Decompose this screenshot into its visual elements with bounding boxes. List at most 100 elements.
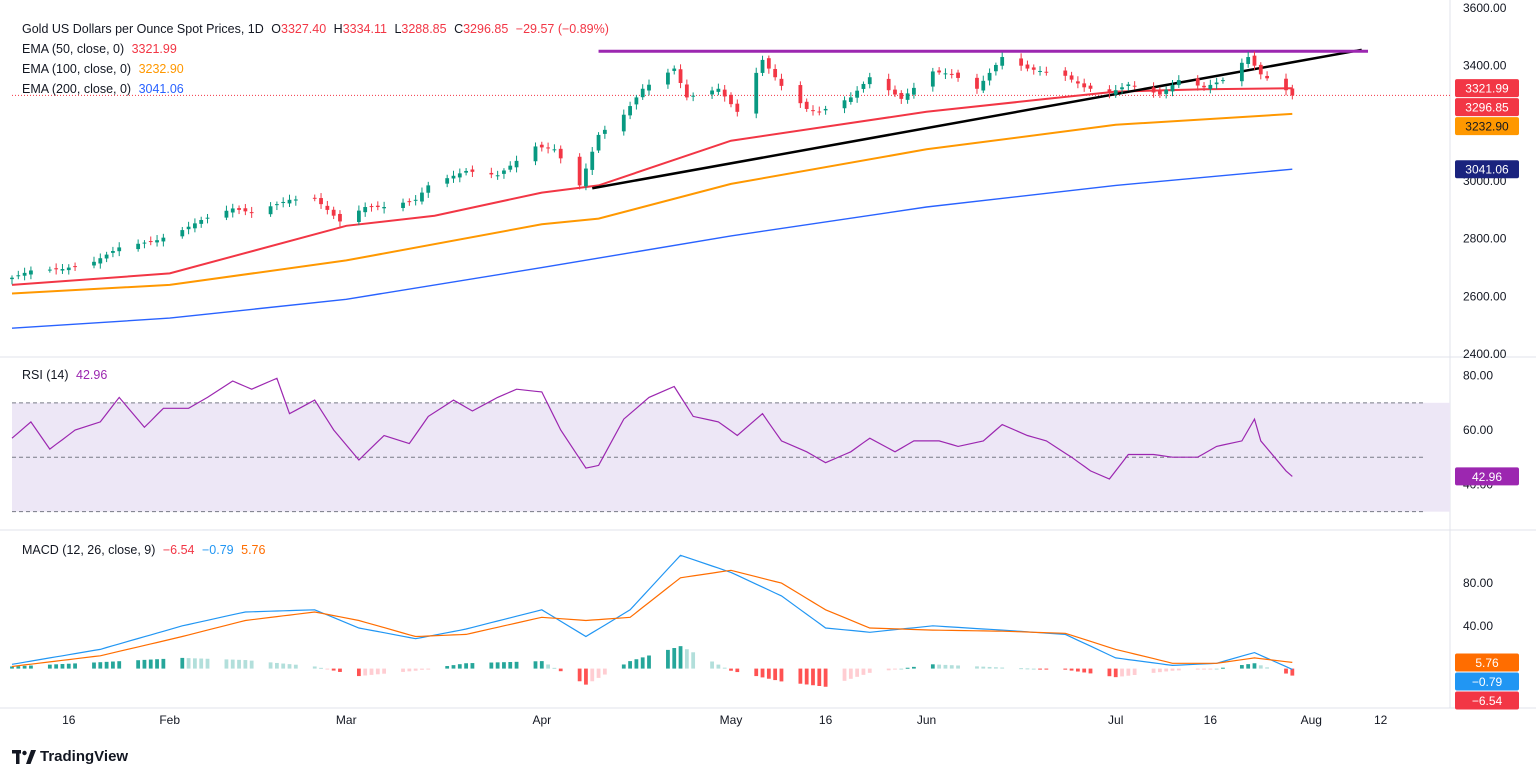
candle-body xyxy=(855,90,860,98)
macd-histogram-bar xyxy=(804,668,809,685)
candle-body xyxy=(981,80,986,91)
candle-body xyxy=(29,270,33,275)
axis-value-label-box xyxy=(1455,79,1519,98)
candle-body xyxy=(1063,70,1068,76)
macd-histogram-bar xyxy=(54,664,59,669)
macd-histogram-bar xyxy=(905,667,910,669)
macd-histogram-bar xyxy=(937,664,942,669)
macd-histogram-bar xyxy=(331,668,336,671)
axis-value-label-text: 3041.06 xyxy=(1465,163,1509,177)
candle-body xyxy=(1239,62,1244,82)
candle-body xyxy=(867,77,872,85)
macd-histogram-bar xyxy=(489,662,494,669)
rsi-axis-tick-label: 80.00 xyxy=(1463,369,1493,383)
macd-histogram-bar xyxy=(29,665,33,669)
macd-histogram-bar xyxy=(249,660,254,669)
macd-histogram-bar xyxy=(1214,668,1219,670)
candle-body xyxy=(602,129,607,134)
axis-value-label-box xyxy=(1455,467,1519,486)
macd-histogram-bar xyxy=(407,668,412,672)
ema-line xyxy=(11,168,1293,329)
macd-histogram-bar xyxy=(823,668,828,687)
macd-histogram-bar xyxy=(47,664,52,669)
candle-body xyxy=(445,178,450,184)
x-axis-tick-label: 16 xyxy=(1204,713,1218,727)
macd-line-value: −0.79 xyxy=(202,543,234,557)
candle-body xyxy=(111,251,115,253)
axis-value-label-text: −6.54 xyxy=(1472,694,1503,708)
price-axis-tick-label: 3400.00 xyxy=(1463,59,1507,73)
candle-body xyxy=(937,70,942,73)
macd-histogram-bar xyxy=(956,665,960,669)
axis-value-label-text: 42.96 xyxy=(1472,470,1502,484)
macd-histogram-bar xyxy=(552,667,557,669)
macd-histogram-bar xyxy=(1208,668,1213,670)
macd-histogram-bar xyxy=(293,664,298,669)
candle-body xyxy=(224,210,229,218)
macd-histogram-bar xyxy=(590,668,595,682)
candle-body xyxy=(886,78,891,91)
low-value: 3288.85 xyxy=(401,22,447,36)
candle-body xyxy=(180,230,185,237)
candle-body xyxy=(1208,84,1213,89)
macd-histogram-bar xyxy=(1290,668,1295,676)
candle-body xyxy=(956,72,960,78)
candle-body xyxy=(1176,80,1181,86)
macd-histogram-bar xyxy=(722,667,727,669)
macd-histogram-bar xyxy=(754,668,759,677)
candle-body xyxy=(502,170,506,174)
candle-body xyxy=(590,151,595,170)
macd-histogram-bar xyxy=(621,664,626,669)
candle-body xyxy=(760,59,765,73)
candle-body xyxy=(577,156,582,186)
macd-histogram-bar xyxy=(533,661,538,669)
candle-body xyxy=(356,210,361,222)
candle-body xyxy=(243,208,248,212)
candle-body xyxy=(514,160,519,168)
tradingview-brand[interactable]: TradingView xyxy=(12,748,128,765)
macd-value: −6.54 xyxy=(162,543,195,557)
macd-histogram-bar xyxy=(1031,668,1036,670)
macd-histogram-bar xyxy=(1284,668,1288,674)
macd-histogram-bar xyxy=(1258,665,1263,669)
macd-histogram-bar xyxy=(464,663,468,669)
candle-body xyxy=(312,197,317,199)
macd-histogram-bar xyxy=(691,652,696,669)
ema200-legend: EMA (200, close, 0) 3041.06 xyxy=(22,82,188,96)
ema50-legend: EMA (50, close, 0) 3321.99 xyxy=(22,42,181,56)
macd-histogram-bar xyxy=(136,660,141,669)
macd-histogram-bar xyxy=(470,663,475,669)
x-axis-tick-label: Jun xyxy=(917,713,936,727)
candle-body xyxy=(1157,90,1162,95)
candle-body xyxy=(621,114,626,132)
candle-body xyxy=(994,64,998,72)
candle-body xyxy=(943,73,948,75)
macd-histogram-bar xyxy=(848,668,853,679)
candle-body xyxy=(193,223,197,229)
macd-histogram-bar xyxy=(60,664,65,669)
candle-body xyxy=(710,90,714,95)
macd-histogram-bar xyxy=(22,665,27,669)
candle-body xyxy=(92,261,96,266)
candle-body xyxy=(464,170,468,173)
price-axis-tick-label: 3600.00 xyxy=(1463,1,1507,15)
candle-body xyxy=(1221,80,1225,82)
candle-body xyxy=(230,208,235,213)
macd-histogram-bar xyxy=(773,668,778,681)
candle-body xyxy=(1132,85,1137,87)
macd-histogram-bar xyxy=(1044,668,1049,670)
macd-histogram-bar xyxy=(382,668,387,674)
macd-histogram-bar xyxy=(268,662,273,669)
macd-histogram-bar xyxy=(1019,668,1024,670)
axis-value-label-box xyxy=(1455,691,1519,710)
ema-line xyxy=(11,112,1293,295)
macd-value-label: 5.76 xyxy=(1455,653,1519,672)
price-axis-tick-label: 2800.00 xyxy=(1463,232,1507,246)
candle-body xyxy=(930,71,935,87)
ema200-label: EMA (200, close, 0) xyxy=(22,82,132,96)
macd-histogram-bar xyxy=(779,668,784,682)
candle-body xyxy=(823,108,828,111)
candle-body xyxy=(1019,58,1024,66)
rsi-band xyxy=(12,402,1450,512)
